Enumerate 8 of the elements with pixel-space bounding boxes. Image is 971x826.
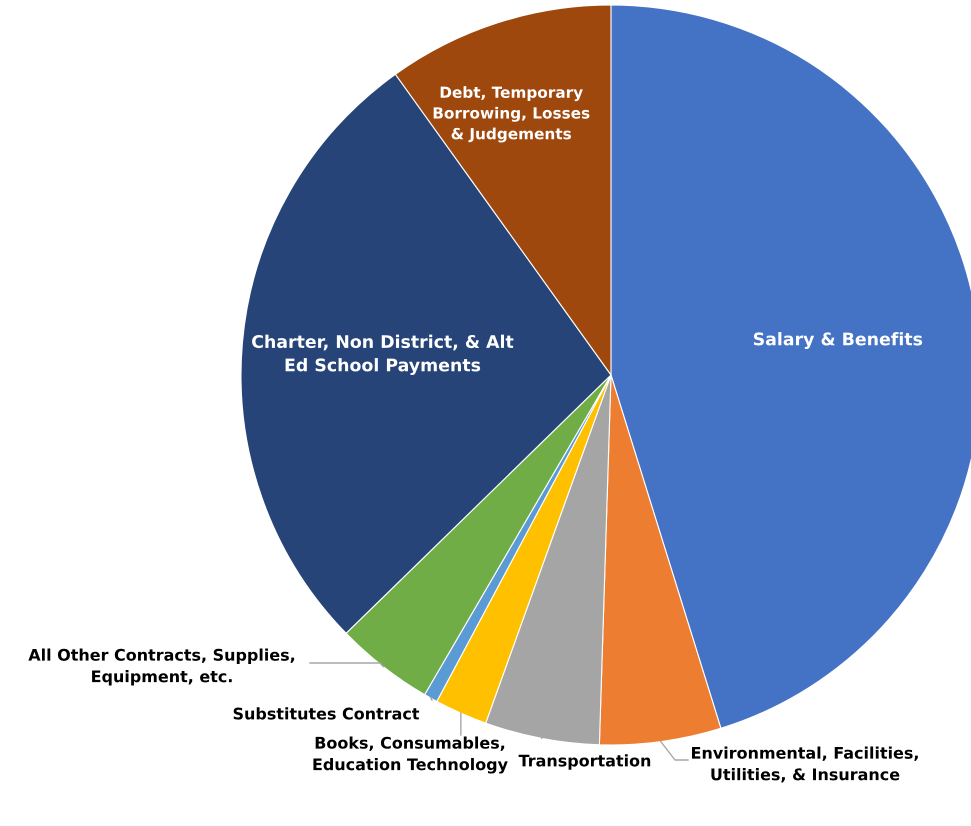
slice-label: Transportation	[518, 754, 650, 770]
slice-label: Books, Consumables, Education Technology	[313, 736, 508, 774]
slice-label: Substitutes Contract	[234, 707, 420, 720]
slice-label: Environmental, Facilities, Utilities, & Insurance	[692, 746, 918, 782]
slice-label: Debt, Temporary Borrowing, Losses & Judgements	[434, 86, 590, 142]
slice-label: Charter, Non District, & Alt Ed School Payments	[252, 334, 514, 376]
slice-label: All Other Contracts, Supplies, Equipment, etc.	[28, 648, 294, 686]
slice-label: Salary & Benefits	[754, 332, 922, 350]
